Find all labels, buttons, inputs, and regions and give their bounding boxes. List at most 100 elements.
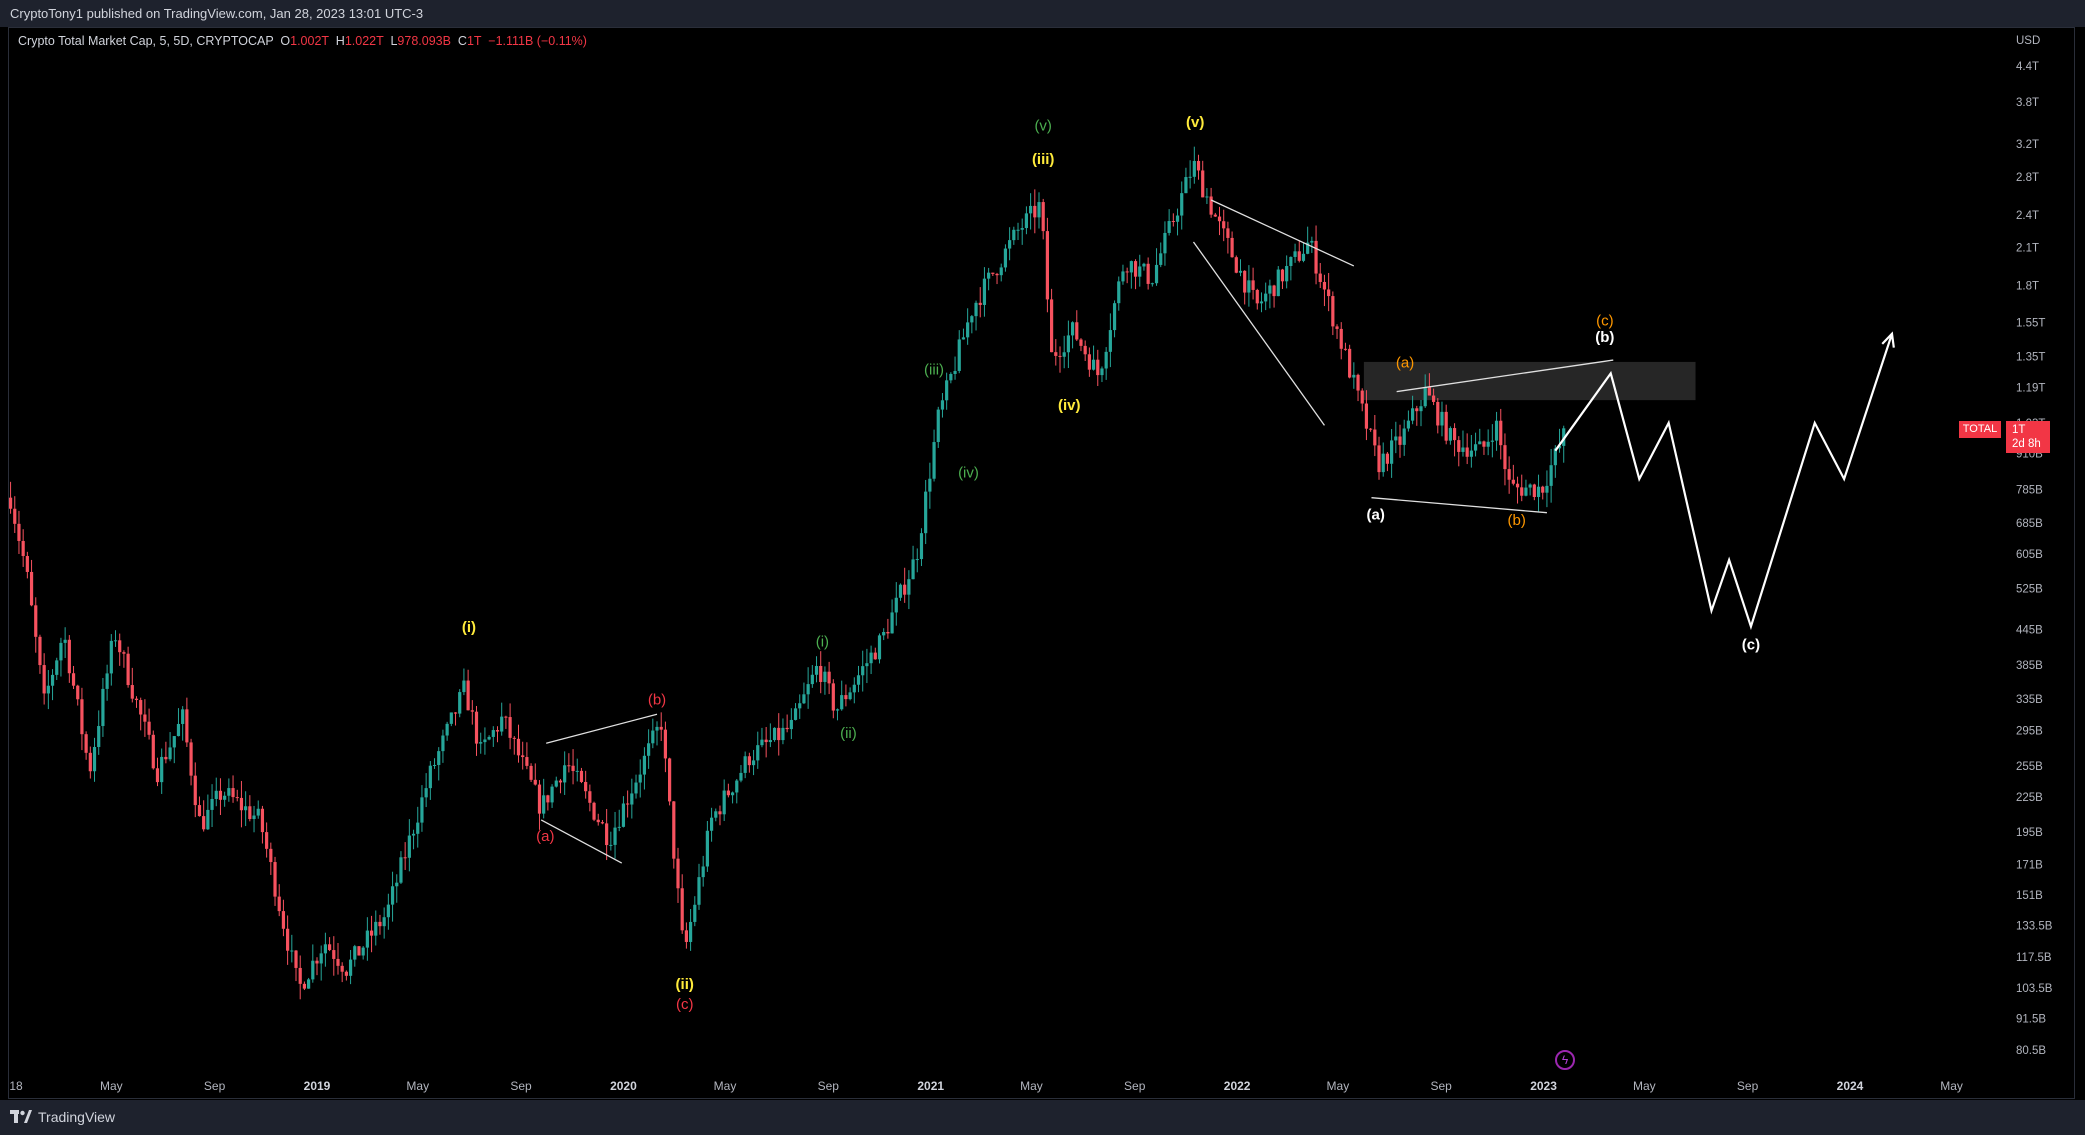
candle-body xyxy=(953,370,957,374)
candle-body xyxy=(1339,328,1343,349)
candle-body xyxy=(92,746,97,772)
symbol-legend: Crypto Total Market Cap, 5, 5D, CRYPTOCA… xyxy=(18,34,587,48)
candle-body xyxy=(647,743,651,756)
candle-body xyxy=(143,714,147,722)
candle-body xyxy=(1448,428,1452,441)
candle-body xyxy=(46,685,50,694)
candle-body xyxy=(437,751,441,765)
candle-body xyxy=(323,944,327,954)
candle-body xyxy=(1436,401,1440,426)
candle-body xyxy=(1452,428,1457,441)
bar-countdown: 2d 8h xyxy=(2012,438,2041,450)
open-value: 1.002T xyxy=(290,34,329,48)
candle-body xyxy=(1511,479,1515,484)
high-value: 1.022T xyxy=(344,34,384,48)
candle-body xyxy=(987,272,991,279)
candle-body xyxy=(613,827,617,845)
candle-body xyxy=(134,698,139,701)
x-tick-label: 2019 xyxy=(304,1079,331,1093)
candle-body xyxy=(17,523,21,541)
footer-bar: TradingView xyxy=(0,1100,2085,1135)
candle-body xyxy=(835,709,840,711)
candle-body xyxy=(1238,270,1243,273)
wave-label: (c) xyxy=(1596,313,1614,330)
candle-body xyxy=(714,811,718,818)
candle-body xyxy=(966,322,970,338)
candle-body xyxy=(508,717,512,738)
candle-body xyxy=(1427,387,1431,396)
candle-body xyxy=(726,790,730,796)
candle-body xyxy=(634,782,638,794)
tradingview-icon xyxy=(10,1110,32,1123)
candle-body xyxy=(1264,293,1268,302)
candle-body xyxy=(348,959,353,976)
candle-body xyxy=(521,755,525,758)
x-tick-label: Sep xyxy=(1737,1079,1759,1093)
candle-body xyxy=(743,756,747,773)
y-tick-label: 103.5B xyxy=(2016,983,2053,995)
candle-body xyxy=(840,695,844,710)
candle-body xyxy=(516,738,521,756)
candle-body xyxy=(1276,269,1280,297)
candle-body xyxy=(1230,237,1234,258)
candle-body xyxy=(281,911,286,929)
y-tick-label: 3.2T xyxy=(2016,139,2039,151)
candle-body xyxy=(13,508,17,524)
candle-body xyxy=(1297,251,1301,261)
candle-body xyxy=(1549,465,1553,486)
candle-body xyxy=(546,795,550,803)
candle-body xyxy=(38,636,42,666)
projection-arrowhead xyxy=(1881,331,1895,348)
footer-brand: TradingView xyxy=(38,1109,116,1125)
candle-body xyxy=(1251,280,1255,290)
candle-body xyxy=(898,584,903,598)
candle-body xyxy=(1041,202,1045,232)
candle-body xyxy=(453,712,458,714)
candle-body xyxy=(886,631,890,634)
candle-body xyxy=(1490,440,1494,442)
candle-body xyxy=(777,727,781,741)
candle-body xyxy=(1528,484,1532,488)
x-tick-label: 2024 xyxy=(1837,1079,1864,1093)
wave-label: (iii) xyxy=(1032,151,1055,168)
candle-body xyxy=(550,786,554,803)
flash-icon[interactable]: ϟ xyxy=(1555,1050,1575,1070)
tradingview-logo[interactable]: TradingView xyxy=(10,1109,115,1125)
candle-body xyxy=(806,684,810,695)
candle-body xyxy=(1410,408,1415,421)
high-label: H xyxy=(335,34,345,48)
supply-zone xyxy=(1363,361,1696,401)
candle-body xyxy=(638,774,642,783)
candle-body xyxy=(1494,420,1499,441)
candle-body xyxy=(1180,193,1184,216)
candle-body xyxy=(1049,299,1054,353)
candle-body xyxy=(151,734,155,769)
candle-body xyxy=(260,808,265,833)
change-value: −1.111B (−0.11%) xyxy=(488,34,587,48)
candle-body xyxy=(991,272,995,274)
candle-body xyxy=(395,882,399,887)
candle-body xyxy=(663,729,668,759)
symbol-name[interactable]: Crypto Total Market Cap, 5, 5D, CRYPTOCA… xyxy=(18,34,274,48)
candle-body xyxy=(126,653,130,686)
last-price: 1T xyxy=(2012,424,2026,436)
candle-body xyxy=(537,784,542,814)
candle-body xyxy=(164,756,168,760)
candle-body xyxy=(600,822,605,824)
candle-body xyxy=(781,727,785,741)
candle-body xyxy=(1125,271,1129,273)
candle-body xyxy=(462,680,466,693)
candle-body xyxy=(575,770,579,772)
candle-body xyxy=(122,652,126,654)
x-tick-label: May xyxy=(100,1079,123,1093)
candle-body xyxy=(382,917,386,927)
y-tick-label: 133.5B xyxy=(2016,920,2053,932)
wave-label: (v) xyxy=(1186,114,1204,131)
candle-body xyxy=(957,339,961,371)
candle-body xyxy=(1541,486,1545,493)
candle-body xyxy=(621,803,626,827)
candle-body xyxy=(974,302,978,317)
wave-label: (v) xyxy=(1034,118,1052,135)
candle-body xyxy=(168,747,172,760)
